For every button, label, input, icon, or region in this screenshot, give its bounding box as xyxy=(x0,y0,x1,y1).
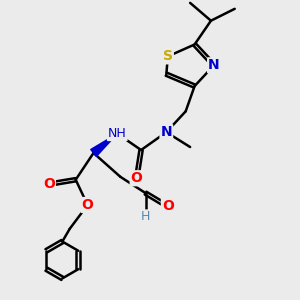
Polygon shape xyxy=(91,134,117,156)
Text: O: O xyxy=(43,177,55,191)
Text: S: S xyxy=(163,50,173,63)
Text: O: O xyxy=(131,171,142,185)
Text: O: O xyxy=(82,198,94,212)
Text: H: H xyxy=(141,210,150,224)
Text: O: O xyxy=(162,200,174,214)
Text: NH: NH xyxy=(108,127,127,140)
Text: N: N xyxy=(208,58,220,72)
Text: N: N xyxy=(160,125,172,139)
